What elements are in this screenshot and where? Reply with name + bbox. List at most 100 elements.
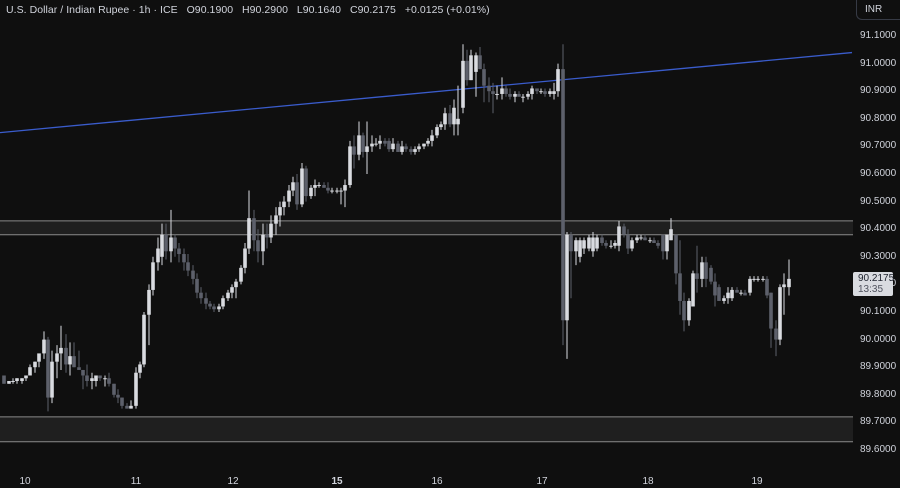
candle — [774, 320, 778, 357]
candle — [322, 182, 326, 188]
candle — [164, 223, 168, 260]
candle — [765, 276, 769, 299]
candle — [156, 237, 160, 271]
candle — [565, 231, 569, 359]
candle — [652, 237, 656, 243]
candle — [365, 121, 369, 174]
candle — [587, 234, 591, 252]
time-tick-label: 16 — [431, 476, 443, 487]
time-tick-label: 19 — [751, 476, 763, 487]
price-tick-label: 89.6000 — [860, 444, 897, 455]
candle — [491, 82, 495, 114]
candle — [282, 196, 286, 216]
candle — [521, 93, 525, 103]
candle — [691, 270, 695, 307]
candle — [635, 234, 639, 243]
candle — [357, 121, 361, 161]
candle — [439, 121, 443, 130]
candle — [535, 88, 539, 94]
candle — [578, 237, 582, 263]
price-tick-label: 89.9000 — [860, 361, 897, 373]
candle — [138, 361, 142, 379]
candle — [42, 331, 46, 359]
support-zone — [0, 416, 853, 442]
candle — [274, 207, 278, 235]
candle — [64, 334, 68, 373]
candle — [343, 179, 347, 208]
candle — [326, 182, 330, 194]
candle — [160, 223, 164, 266]
candle — [85, 364, 89, 387]
candle — [730, 287, 734, 301]
candle — [295, 174, 299, 210]
price-tick-label: 90.3000 — [860, 250, 897, 262]
candle — [265, 223, 269, 249]
candle — [448, 105, 452, 128]
candle — [15, 378, 19, 384]
candle — [59, 325, 63, 370]
price-tick-label: 89.8000 — [860, 388, 897, 400]
currency-button[interactable]: INR — [856, 0, 900, 20]
candle — [77, 350, 81, 370]
candle — [595, 234, 599, 252]
candle — [787, 259, 791, 296]
candle — [574, 237, 578, 266]
candle — [120, 397, 124, 409]
price-tick-label: 90.5000 — [860, 195, 897, 207]
candle — [199, 287, 203, 304]
candle — [309, 185, 313, 199]
candle — [361, 132, 365, 158]
candle — [600, 234, 604, 246]
candle — [98, 375, 102, 381]
candle — [191, 265, 195, 285]
candle — [543, 88, 547, 97]
ohlc-close: C90.2175 — [349, 4, 396, 16]
candle — [665, 234, 669, 260]
ohlc-high: H90.2900 — [242, 4, 288, 16]
candle — [430, 129, 434, 147]
candle — [370, 135, 374, 152]
candle — [717, 284, 721, 301]
candle — [700, 256, 704, 288]
candle — [661, 234, 665, 260]
last-price-value: 90.2175 — [858, 273, 895, 284]
time-tick-label: 10 — [19, 476, 31, 487]
candle — [383, 138, 387, 147]
candle — [33, 361, 37, 373]
candle — [722, 295, 726, 304]
candle — [221, 295, 225, 310]
candle — [656, 240, 660, 249]
candle — [404, 143, 408, 152]
candle — [269, 215, 273, 243]
price-tick-label: 90.8000 — [860, 112, 897, 124]
candle — [556, 63, 560, 97]
candle — [769, 292, 773, 348]
candle — [24, 375, 28, 381]
candle — [195, 273, 199, 299]
candle — [339, 187, 343, 205]
candle — [422, 143, 426, 150]
candle — [482, 63, 486, 103]
candle — [409, 146, 413, 155]
candle — [2, 375, 6, 384]
candle — [330, 187, 334, 194]
candle — [112, 383, 116, 398]
candle — [226, 289, 230, 301]
candle — [55, 345, 59, 379]
candle — [530, 85, 534, 100]
candle — [582, 237, 586, 255]
candle — [151, 256, 155, 296]
candle — [678, 240, 682, 315]
symbol-name[interactable]: U.S. Dollar / Indian Rupee — [6, 4, 130, 16]
candle — [230, 284, 234, 299]
candle — [682, 292, 686, 332]
candle — [478, 47, 482, 70]
candle — [182, 248, 186, 271]
interval[interactable]: 1h — [138, 4, 151, 16]
candle — [147, 284, 151, 346]
candle — [72, 342, 76, 368]
candle — [20, 378, 24, 384]
candle — [317, 182, 321, 188]
candle — [352, 135, 356, 169]
